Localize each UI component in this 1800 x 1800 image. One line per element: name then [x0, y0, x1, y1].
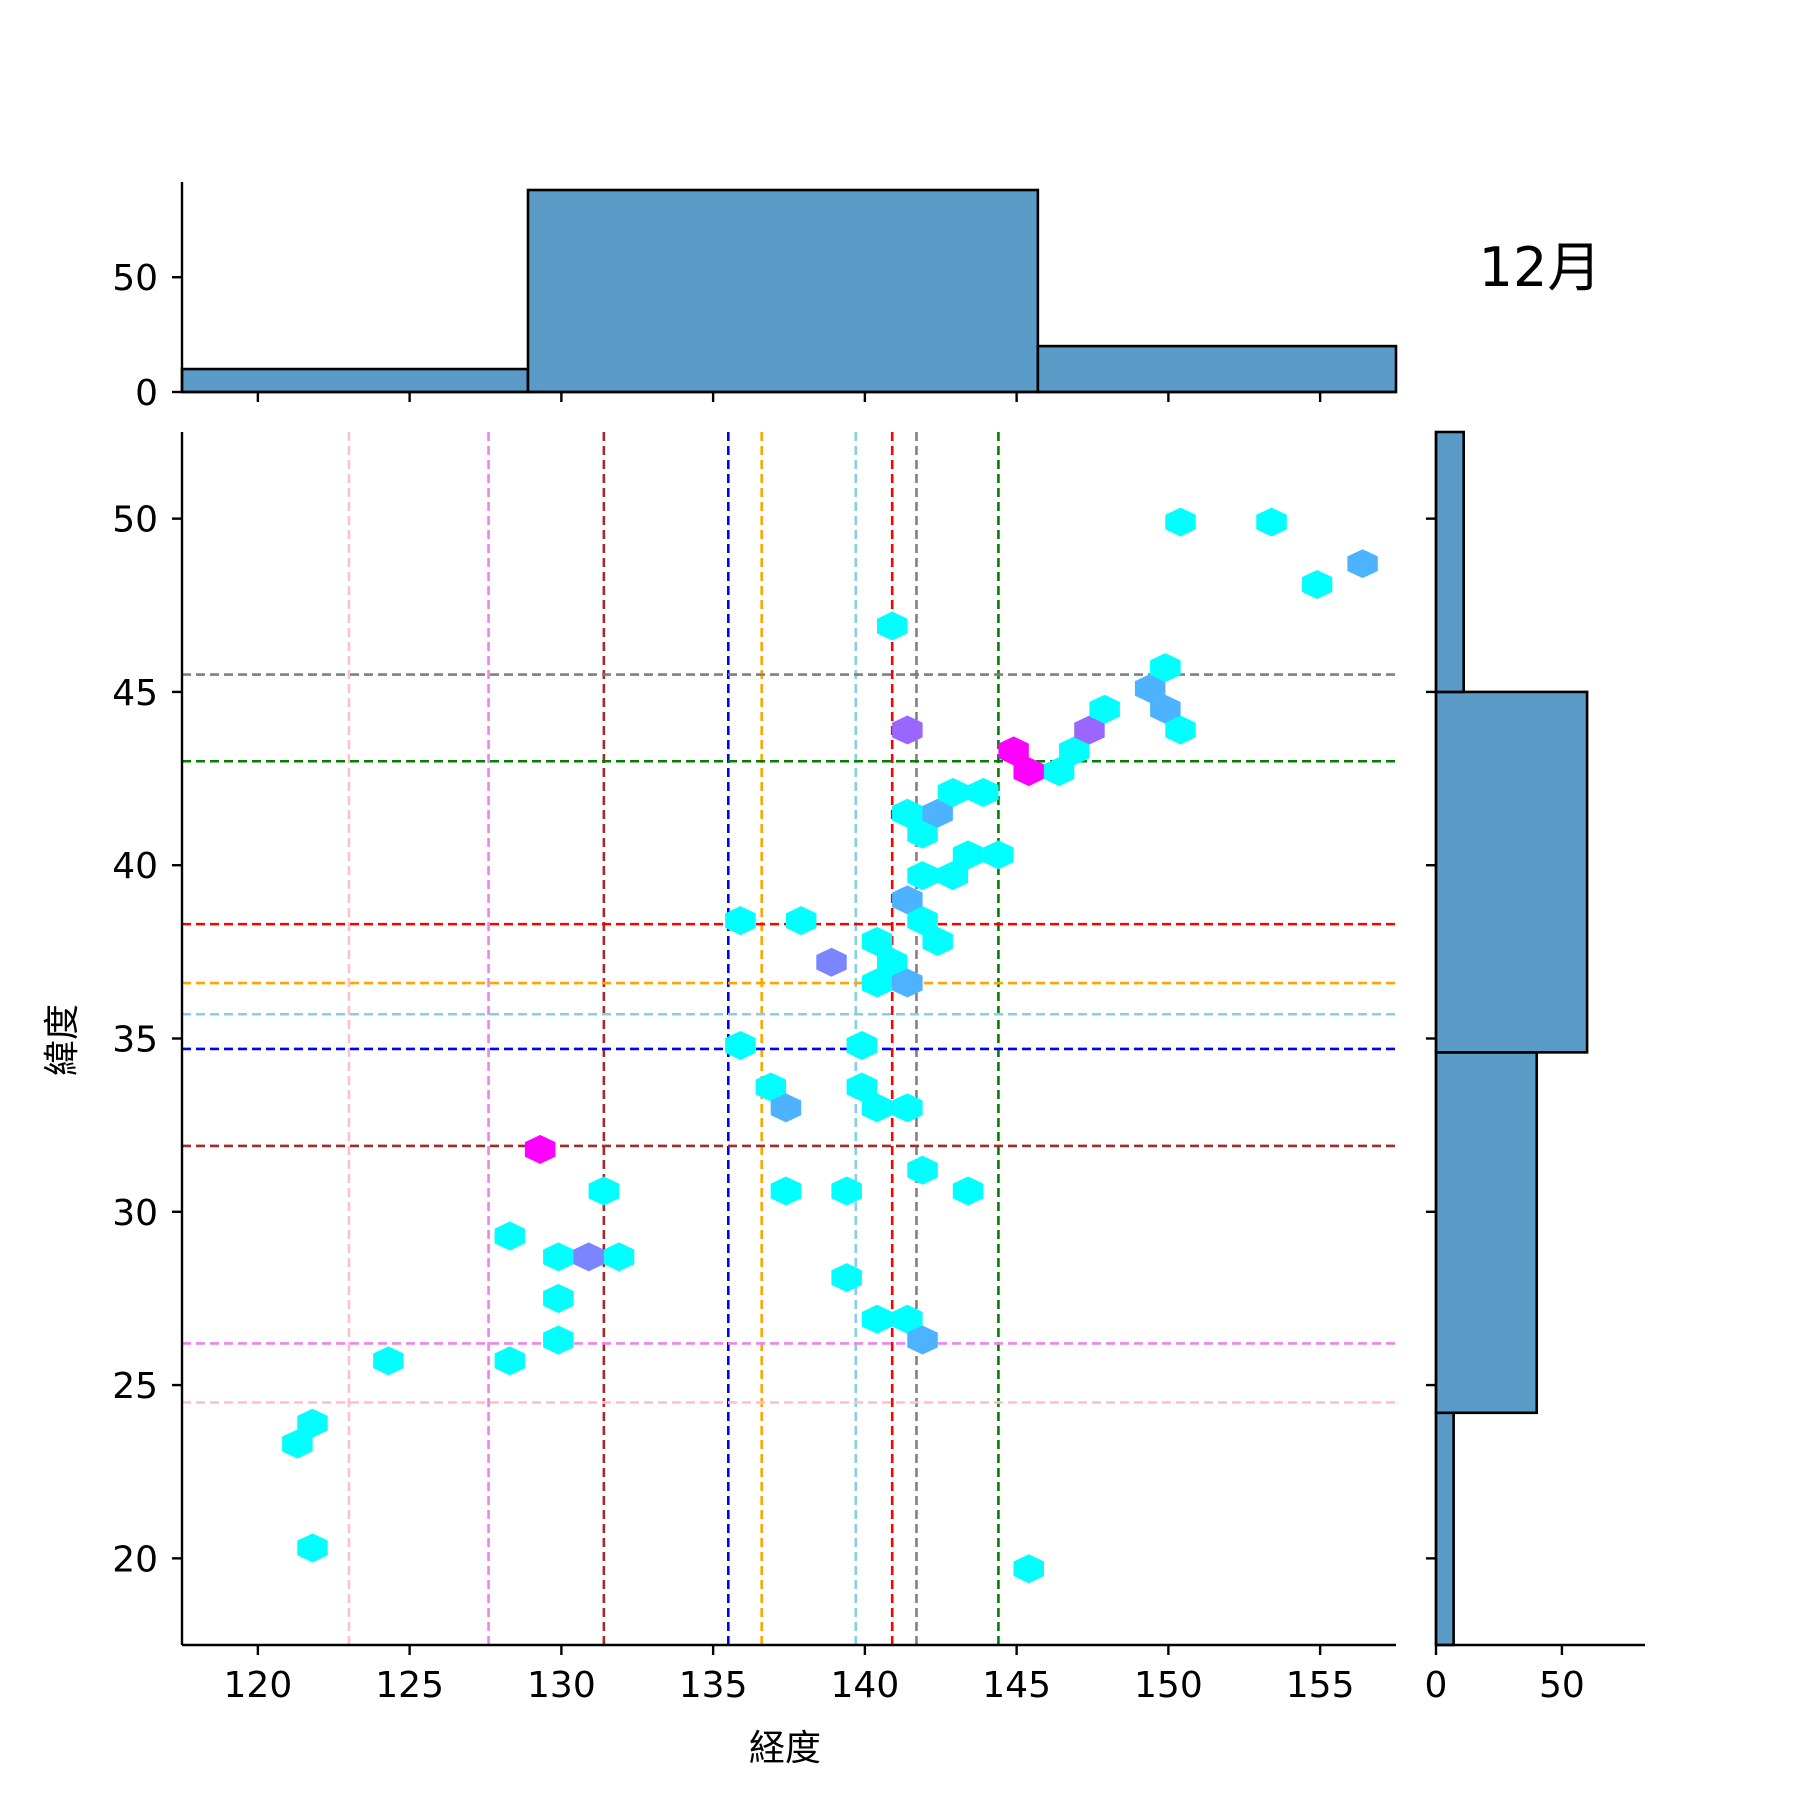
hexbin-cell	[543, 1325, 574, 1355]
marginal-y-histogram	[1434, 430, 1589, 1647]
top-marginal-count-label: 0	[135, 373, 158, 414]
hexbin-cell	[1150, 653, 1181, 683]
chart-title: 12月	[1479, 236, 1602, 299]
y-tick-label: 45	[112, 673, 158, 714]
hexbin-cell	[785, 906, 817, 936]
hexbin-cell	[968, 777, 999, 807]
right-marginal-count-label: 0	[1425, 1665, 1448, 1706]
hexbin-cell	[603, 1242, 635, 1272]
hexbin-cell	[922, 926, 953, 956]
marginal-x-bar	[1036, 344, 1398, 394]
hexbin-cell	[816, 947, 847, 977]
hexbin-cell	[770, 1093, 802, 1123]
axes: 120 125 130 135 140 145 150 155 20 25 30 35 40 45 50 0 5…	[112, 182, 1645, 1706]
marginal-y-bar	[1434, 690, 1589, 1054]
hexbin-cell	[861, 1093, 893, 1123]
y-tick-label: 35	[112, 1020, 158, 1061]
hexbin-cell	[494, 1221, 525, 1251]
hexbin-cell	[1301, 570, 1333, 599]
x-tick-label: 125	[375, 1665, 444, 1706]
hexbin-cell	[892, 1093, 923, 1123]
marginal-y-bar	[1434, 1051, 1539, 1415]
hexbin-cell	[892, 715, 923, 745]
hexbin-cell	[861, 1304, 893, 1334]
reference-lines	[182, 432, 1396, 1645]
hexbin-cell	[1013, 1554, 1044, 1584]
hexbin-cell	[543, 1242, 574, 1272]
hexbin-layer	[282, 507, 1378, 1584]
x-tick-label: 140	[831, 1665, 900, 1706]
hexbin-cell	[1089, 694, 1120, 724]
marginal-y-bar	[1434, 430, 1465, 694]
hexbin-cell	[846, 1030, 878, 1060]
hexbin-cell	[907, 861, 938, 891]
x-tick-label: 145	[982, 1665, 1051, 1706]
right-marginal-count-label: 50	[1539, 1665, 1585, 1706]
hexbin-cell	[983, 840, 1014, 870]
hexbin-cell	[725, 906, 756, 936]
x-tick-label: 135	[679, 1665, 748, 1706]
x-tick-label: 120	[224, 1665, 293, 1706]
hexbin-cell	[373, 1346, 404, 1376]
hexbin-cell	[770, 1176, 802, 1206]
hexbin-cell	[892, 968, 923, 998]
y-tick-label: 20	[112, 1539, 158, 1580]
hexbin-cell	[524, 1134, 556, 1164]
x-tick-label: 130	[527, 1665, 596, 1706]
hexbin-cell	[831, 1176, 862, 1206]
hexbin-cell	[494, 1346, 525, 1376]
top-marginal-count-label: 50	[112, 258, 158, 299]
y-tick-label: 40	[112, 846, 158, 887]
hexbin-cell	[573, 1242, 604, 1272]
marginal-x-bar	[526, 188, 1040, 394]
y-tick-label: 30	[112, 1193, 158, 1234]
hexbin-cell	[1165, 715, 1196, 745]
hexbin-cell	[1256, 507, 1287, 537]
hexbin-cell	[297, 1533, 328, 1563]
hexbin-cell	[1347, 549, 1378, 579]
hexbin-cell	[1013, 757, 1044, 787]
x-tick-label: 155	[1286, 1665, 1355, 1706]
hexbin-cell	[952, 1176, 984, 1206]
hexbin-cell	[543, 1283, 574, 1313]
x-axis-label: 経度	[749, 1728, 821, 1769]
y-axis-label: 緯度	[42, 1004, 83, 1076]
hexbin-cell	[877, 611, 908, 641]
y-tick-label: 25	[112, 1366, 158, 1407]
marginal-x-bar	[180, 367, 530, 394]
marginal-x-histogram	[180, 188, 1398, 394]
hexbin-cell	[907, 1155, 938, 1185]
marginal-y-bar	[1434, 1411, 1455, 1647]
hexbin-cell	[907, 1325, 938, 1355]
hexbin-cell	[937, 777, 969, 807]
x-tick-label: 150	[1134, 1665, 1203, 1706]
hexbin-cell	[831, 1263, 862, 1293]
hexbin-cell	[1165, 507, 1196, 537]
hexbin-cell	[297, 1408, 328, 1438]
y-tick-label: 50	[112, 500, 158, 541]
hexbin-cell	[952, 840, 984, 870]
hexbin-cell	[725, 1030, 756, 1060]
hexbin-cell	[588, 1176, 620, 1206]
